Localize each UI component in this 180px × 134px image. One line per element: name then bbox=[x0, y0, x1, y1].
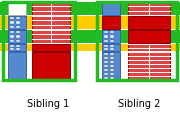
Bar bbox=[32, 52, 70, 80]
Text: Sibling 1: Sibling 1 bbox=[27, 99, 69, 109]
Text: Sibling 2: Sibling 2 bbox=[118, 99, 160, 109]
Bar bbox=[110, 48, 114, 50]
Bar bbox=[16, 40, 20, 42]
Bar bbox=[0, 30, 180, 43]
Bar bbox=[102, 16, 120, 29]
Bar bbox=[16, 21, 20, 24]
Bar bbox=[110, 77, 114, 79]
Bar bbox=[104, 57, 108, 59]
Bar bbox=[104, 45, 108, 47]
Bar bbox=[110, 40, 114, 42]
Bar bbox=[110, 35, 114, 38]
Bar bbox=[16, 45, 20, 47]
Bar bbox=[0, 2, 180, 15]
Bar bbox=[104, 65, 108, 67]
Bar bbox=[104, 35, 108, 38]
Bar bbox=[102, 44, 120, 51]
Bar bbox=[10, 31, 14, 33]
Bar bbox=[16, 31, 20, 33]
Bar bbox=[128, 16, 170, 29]
Bar bbox=[97, 2, 177, 80]
Bar bbox=[104, 31, 108, 33]
Bar bbox=[110, 61, 114, 63]
Bar bbox=[110, 57, 114, 59]
Bar bbox=[110, 31, 114, 33]
Bar bbox=[10, 35, 14, 38]
Bar bbox=[128, 30, 170, 43]
Bar bbox=[32, 2, 70, 15]
Bar bbox=[110, 73, 114, 75]
Bar bbox=[102, 30, 120, 43]
Bar bbox=[10, 45, 14, 47]
Bar bbox=[104, 77, 108, 79]
Bar bbox=[128, 52, 170, 80]
Bar bbox=[10, 40, 14, 42]
Bar bbox=[10, 17, 14, 19]
Bar bbox=[32, 44, 70, 51]
Bar bbox=[110, 53, 114, 55]
Bar bbox=[10, 21, 14, 24]
Bar bbox=[104, 69, 108, 71]
Bar bbox=[16, 26, 20, 28]
Bar bbox=[128, 2, 170, 15]
Bar bbox=[104, 40, 108, 42]
Bar bbox=[3, 2, 75, 80]
Bar bbox=[128, 44, 170, 51]
Bar bbox=[104, 73, 108, 75]
Bar bbox=[110, 69, 114, 71]
Bar bbox=[110, 45, 114, 47]
Bar bbox=[8, 30, 26, 43]
Bar bbox=[104, 48, 108, 50]
Bar bbox=[8, 16, 26, 29]
Bar bbox=[32, 16, 70, 29]
Bar bbox=[32, 30, 70, 43]
Bar bbox=[104, 61, 108, 63]
Bar bbox=[104, 53, 108, 55]
Bar bbox=[0, 16, 180, 29]
Bar bbox=[10, 48, 14, 50]
Bar bbox=[10, 26, 14, 28]
Bar bbox=[102, 52, 120, 80]
Bar bbox=[16, 35, 20, 38]
Bar bbox=[16, 48, 20, 50]
Bar bbox=[110, 65, 114, 67]
Bar bbox=[8, 2, 26, 15]
Bar bbox=[102, 2, 120, 15]
Bar bbox=[16, 17, 20, 19]
Bar bbox=[0, 44, 180, 51]
Bar bbox=[8, 44, 26, 51]
Bar bbox=[8, 52, 26, 80]
